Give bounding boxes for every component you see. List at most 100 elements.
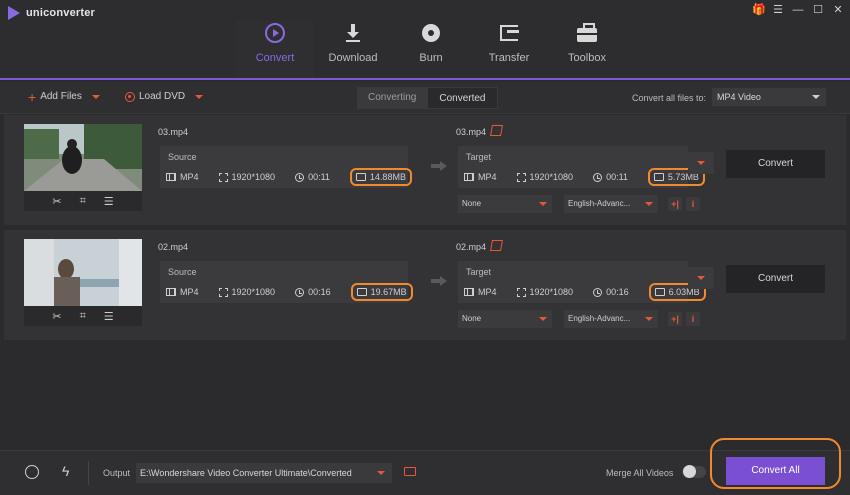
source-label: Source [168, 152, 197, 162]
source-info-panel: Source MP4 1920*1080 00:16 19.67MB [160, 261, 413, 303]
close-button[interactable]: ✕ [833, 4, 843, 16]
gift-icon[interactable]: 🎁 [752, 4, 766, 16]
target-format-dropdown[interactable] [688, 152, 714, 174]
target-label: Target [466, 267, 492, 277]
merge-subtitle-icon[interactable]: +| [668, 312, 682, 326]
resolution-icon [516, 172, 526, 182]
output-format-select[interactable]: MP4 Video [712, 88, 826, 106]
thumbnail-tools: ✂ ⌗ ☰ [24, 191, 142, 211]
maximize-button[interactable]: ☐ [813, 4, 823, 16]
edit-icon[interactable] [490, 240, 503, 251]
resolution-icon [218, 172, 228, 182]
folder-icon [355, 173, 366, 181]
target-resolution: 1920*1080 [529, 287, 574, 297]
source-format: MP4 [180, 287, 199, 297]
cut-icon[interactable]: ✂ [52, 195, 62, 208]
crop-icon[interactable]: ⌗ [79, 194, 86, 207]
effects-icon[interactable]: ☰ [103, 310, 114, 323]
target-format: MP4 [478, 172, 497, 182]
load-dvd-button[interactable]: Load DVD [125, 91, 204, 102]
alarm-clock-icon[interactable] [25, 465, 39, 479]
thumbnail-tools: ✂ ⌗ ☰ [24, 306, 142, 326]
film-icon [464, 173, 474, 181]
target-duration: 00:11 [606, 172, 628, 182]
load-dvd-dropdown-icon[interactable] [195, 94, 204, 99]
info-icon[interactable]: i [686, 312, 700, 326]
target-format-dropdown[interactable] [688, 267, 714, 289]
chevron-down-icon [697, 161, 705, 165]
target-file-name: 02.mp4 [456, 242, 487, 252]
merge-toggle[interactable] [682, 465, 706, 478]
tab-converted[interactable]: Converted [427, 87, 498, 109]
divider [88, 461, 89, 485]
chevron-down-icon [645, 317, 653, 321]
chevron-down-icon [539, 317, 547, 321]
convert-button[interactable]: Convert [726, 150, 825, 178]
add-files-button[interactable]: + Add Files [28, 90, 100, 104]
resolution-icon [218, 287, 228, 297]
source-label: Source [168, 267, 197, 277]
add-files-label: Add Files [40, 91, 82, 102]
output-path-select[interactable]: E:\Wondershare Video Converter Ultimate\… [136, 463, 392, 483]
folder-icon [654, 288, 665, 296]
source-file-name: 03.mp4 [158, 127, 189, 137]
nav-transfer[interactable]: Transfer [470, 20, 548, 78]
add-files-dropdown-icon[interactable] [91, 94, 100, 99]
film-icon [166, 288, 176, 296]
source-format: MP4 [180, 172, 199, 182]
nav-burn[interactable]: Burn [392, 20, 470, 78]
window-controls: 🎁 ☰ — ☐ ✕ [752, 4, 844, 16]
cut-icon[interactable]: ✂ [52, 310, 62, 323]
list-item: ✂ ⌗ ☰ 02.mp4 Source MP4 1920*1080 00:16 … [4, 230, 846, 340]
subtitle-value: None [462, 199, 482, 208]
audio-track-value: English-Advanc... [568, 314, 631, 323]
subtitle-select[interactable]: None [458, 195, 552, 213]
audio-track-select[interactable]: English-Advanc... [564, 310, 658, 328]
source-file-name: 02.mp4 [158, 242, 189, 252]
video-thumbnail[interactable] [24, 124, 142, 191]
merge-subtitle-icon[interactable]: +| [668, 197, 682, 211]
target-info-panel: Target MP4 1920*1080 00:16 6.03MB [458, 261, 706, 303]
target-info-panel: Target MP4 1920*1080 00:11 5.73MB [458, 146, 705, 188]
convert-all-button[interactable]: Convert All [726, 457, 825, 485]
clock-icon [295, 287, 305, 297]
edit-icon[interactable] [490, 125, 503, 136]
woman-window-thumbnail-image [24, 239, 142, 306]
minimize-button[interactable]: — [792, 4, 804, 16]
convert-button[interactable]: Convert [726, 265, 825, 293]
nav-transfer-label: Transfer [488, 52, 530, 64]
subtitle-select[interactable]: None [458, 310, 552, 328]
file-list: ✂ ⌗ ☰ 03.mp4 Source MP4 1920*1080 00:11 … [0, 115, 850, 450]
resolution-icon [516, 287, 526, 297]
chevron-down-icon [539, 202, 547, 206]
chevron-down-icon [645, 202, 653, 206]
menu-icon[interactable]: ☰ [773, 4, 783, 16]
video-thumbnail[interactable] [24, 239, 142, 306]
nav-toolbox[interactable]: Toolbox [548, 20, 626, 78]
clock-icon [295, 172, 305, 182]
effects-icon[interactable]: ☰ [103, 195, 114, 208]
logo-icon [8, 6, 20, 20]
source-size-highlight: 19.67MB [350, 283, 413, 301]
status-tabs: Converting Converted [357, 87, 498, 109]
nav-download[interactable]: Download [314, 20, 392, 78]
open-folder-icon[interactable] [404, 467, 416, 476]
crop-icon[interactable]: ⌗ [79, 309, 86, 322]
output-format-value: MP4 Video [717, 92, 761, 102]
nav-convert[interactable]: Convert [236, 20, 314, 78]
target-size: 5.73MB [667, 172, 699, 182]
chevron-down-icon [377, 471, 385, 475]
target-label: Target [466, 152, 492, 162]
main-nav: Convert Download Burn Transfer Toolbox [236, 20, 626, 78]
target-size-highlight: 6.03MB [648, 283, 706, 301]
nav-toolbox-label: Toolbox [568, 52, 606, 64]
convert-all-to-label: Convert all files to: [632, 93, 707, 103]
target-size-highlight: 5.73MB [647, 168, 705, 186]
source-size: 14.88MB [369, 172, 406, 182]
tab-converting[interactable]: Converting [357, 87, 428, 109]
info-icon[interactable]: i [686, 197, 700, 211]
lightning-icon[interactable]: ϟ [62, 463, 70, 479]
nav-burn-label: Burn [419, 52, 443, 64]
target-size: 6.03MB [668, 287, 700, 297]
audio-track-select[interactable]: English-Advanc... [564, 195, 658, 213]
